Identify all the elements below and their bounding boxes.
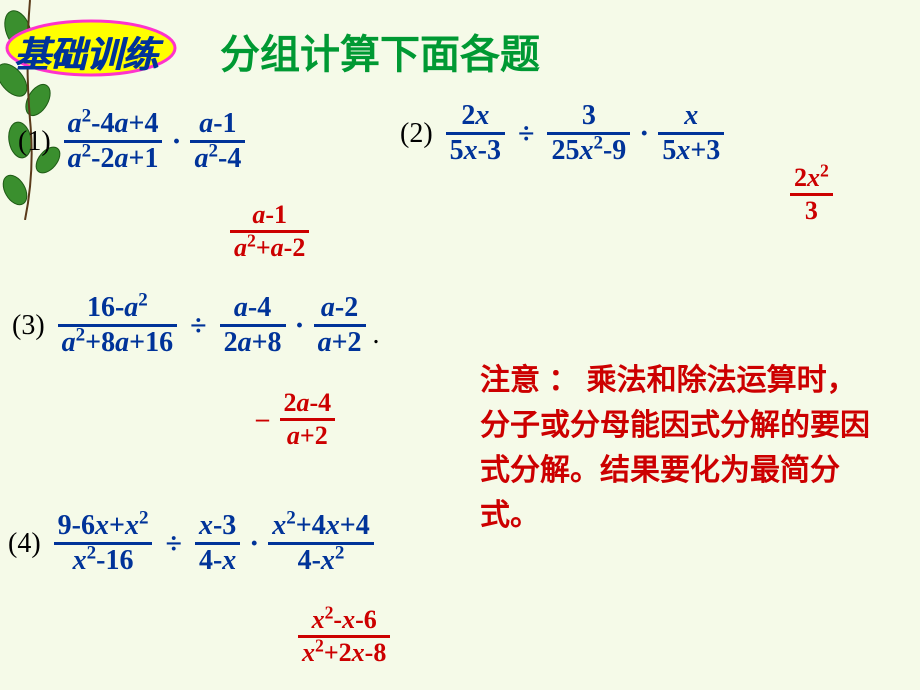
answer-2: 2x2 3 [790, 163, 833, 226]
problem-label: (2) [400, 118, 433, 150]
op-divide: ÷ [512, 117, 540, 151]
fraction: 2x 5x-3 [446, 100, 505, 167]
problem-label: (3) [12, 310, 45, 342]
answer-3: – 2a-4 a+2 [256, 388, 335, 451]
fraction: x 5x+3 [658, 100, 724, 167]
slide-title: 分组计算下面各题 [220, 22, 540, 80]
fraction: 2x2 3 [790, 163, 833, 226]
answer-1: a-1 a2+a-2 [230, 200, 309, 263]
negative-sign: – [256, 404, 273, 433]
fraction: 3 25x2-9 [547, 100, 630, 167]
fraction: a-1 a2-4 [190, 108, 245, 175]
fraction: x2-x-6 x2+2x-8 [298, 605, 390, 668]
problem-1: (1) a2-4a+4 a2-2a+1 · a-1 a2-4 [18, 108, 245, 175]
problem-label: (4) [8, 528, 41, 560]
problem-2: (2) 2x 5x-3 ÷ 3 25x2-9 · x 5x+3 [400, 100, 724, 167]
fraction: x2+4x+4 4-x2 [268, 510, 373, 577]
fraction: 16-a2 a2+8a+16 [58, 292, 177, 359]
problem-4: (4) 9-6x+x2 x2-16 ÷ x-3 4-x · x2+4x+4 4-… [8, 510, 374, 577]
answer-4: x2-x-6 x2+2x-8 [298, 605, 390, 668]
badge-text: 基础训练 [14, 26, 158, 78]
problem-3: (3) 16-a2 a2+8a+16 ÷ a-4 2a+8 · a-2 a+2 … [12, 292, 366, 359]
op-multiply: · [169, 125, 183, 159]
op-multiply: · [637, 117, 651, 151]
op-divide: ÷ [184, 309, 212, 343]
note-text: 注意 ： 乘法和除法运算时，分子或分母能因式分解的要因式分解。结果要化为最简分式… [480, 358, 870, 538]
problem-label: (1) [18, 126, 51, 158]
fraction: x-3 4-x [195, 510, 240, 577]
fraction: a-4 2a+8 [220, 292, 286, 359]
fraction: a-2 a+2 . [314, 292, 366, 359]
op-divide: ÷ [159, 527, 187, 561]
fraction: a2-4a+4 a2-2a+1 [64, 108, 163, 175]
fraction: 2a-4 a+2 [280, 388, 336, 451]
fraction: 9-6x+x2 x2-16 [54, 510, 153, 577]
section-badge: 基础训练 [4, 18, 179, 78]
fraction: a-1 a2+a-2 [230, 200, 309, 263]
op-multiply: · [293, 309, 307, 343]
op-multiply: · [247, 527, 261, 561]
